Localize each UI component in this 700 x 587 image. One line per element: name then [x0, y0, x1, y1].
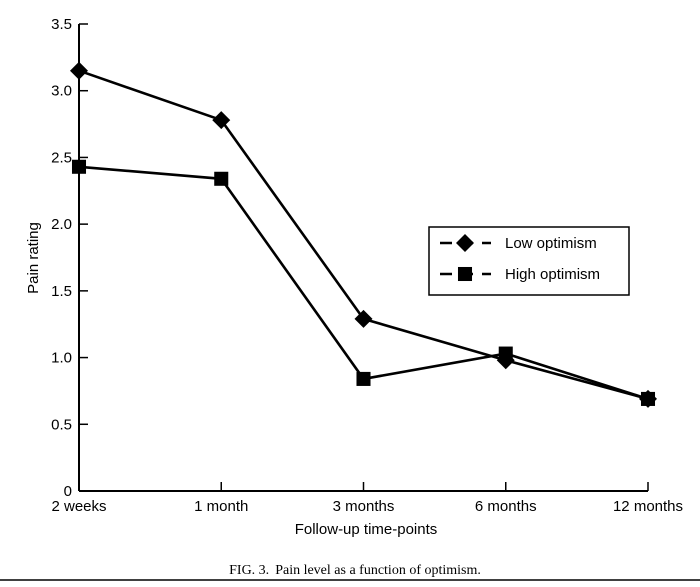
y-tick-label: 1.5 — [51, 283, 72, 300]
x-tick-label: 3 months — [333, 498, 395, 515]
x-tick-label: 12 months — [613, 498, 683, 515]
low-optimism-point — [212, 111, 231, 130]
y-axis-title: Pain rating — [25, 222, 42, 294]
y-tick-label: 3.5 — [51, 16, 72, 33]
high-optimism-point — [640, 391, 656, 406]
y-tick-label: 1.0 — [51, 350, 72, 367]
caption-label: FIG. 3. — [229, 563, 269, 578]
x-axis-title: Follow-up time-points — [295, 521, 438, 538]
caption-text: Pain level as a function of optimism. — [275, 563, 481, 578]
y-tick-label: 3.0 — [51, 83, 72, 100]
series-layer — [70, 61, 657, 408]
figure-caption: FIG. 3. Pain level as a function of optim… — [229, 563, 481, 578]
y-ticks: 0 0.5 1.0 1.5 2.0 2.5 3.0 3.5 — [51, 16, 88, 500]
low-optimism-point — [70, 61, 88, 80]
y-tick-label: 0.5 — [51, 416, 72, 433]
y-tick-label: 0 — [64, 483, 72, 500]
high-optimism-point — [214, 171, 229, 186]
x-tick-label: 2 weeks — [51, 498, 106, 515]
x-tick-label: 1 month — [194, 498, 248, 515]
legend-marker-high-optimism — [457, 266, 473, 282]
legend-label-low-optimism: Low optimism — [505, 235, 597, 252]
x-tick-label: 6 months — [475, 498, 537, 515]
high-optimism-point — [71, 159, 87, 174]
y-tick-label: 2.0 — [51, 216, 72, 233]
x-ticks: 2 weeks 1 month 3 months 6 months 12 months — [51, 482, 683, 515]
legend: Low optimism High optimism — [428, 226, 630, 296]
high-optimism-point — [356, 371, 371, 386]
legend-items: Low optimism High optimism — [440, 234, 600, 283]
legend-marker-low-optimism — [456, 234, 474, 252]
legend-label-high-optimism: High optimism — [505, 266, 600, 283]
high-optimism-point — [498, 346, 513, 361]
y-tick-label: 2.5 — [51, 149, 72, 166]
low-optimism-point — [354, 309, 373, 328]
